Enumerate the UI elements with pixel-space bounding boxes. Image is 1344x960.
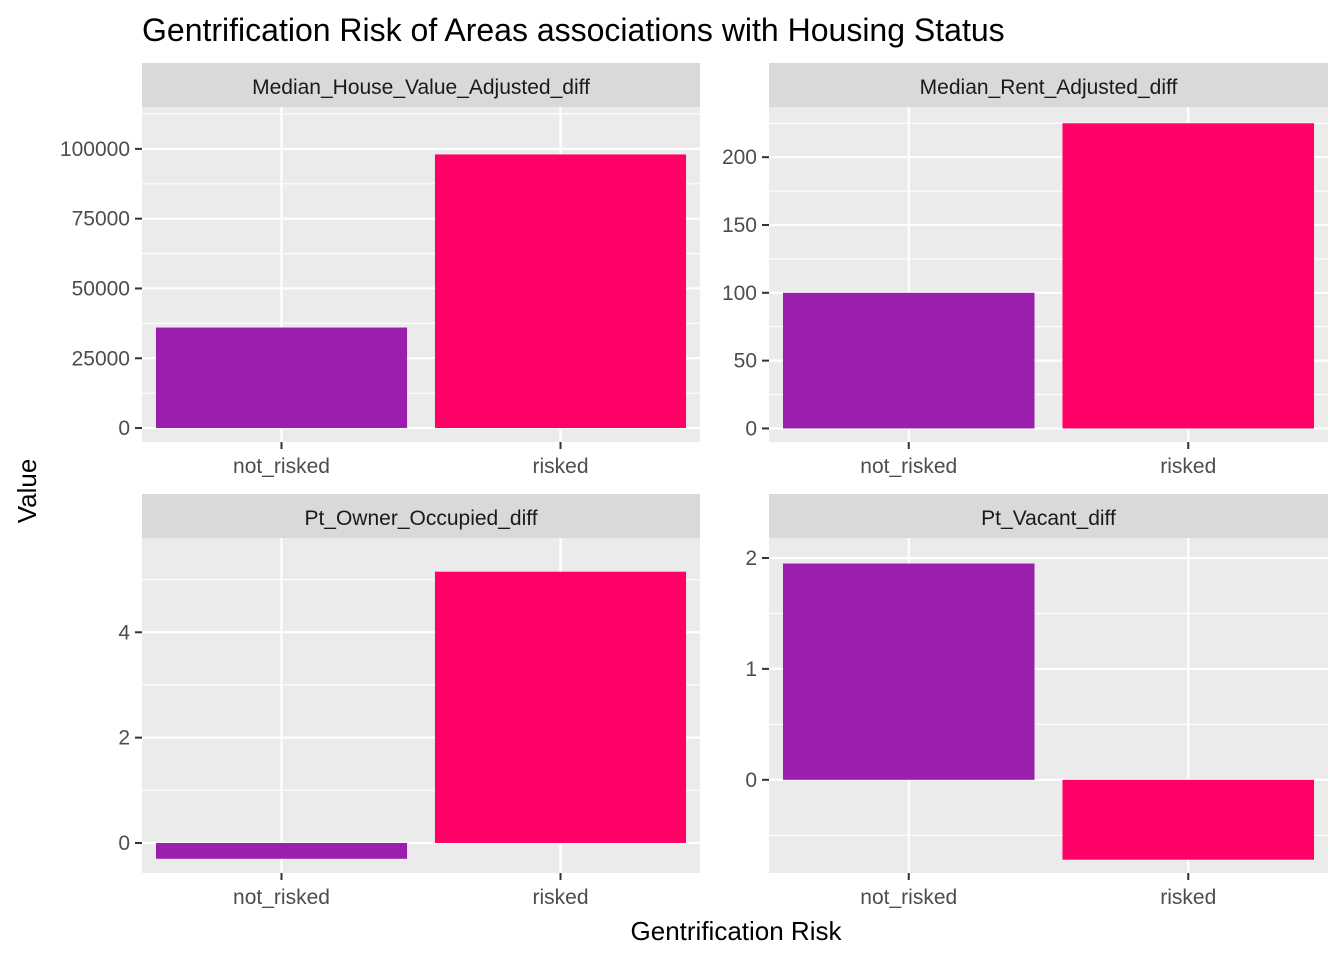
x-tick-label: not_risked xyxy=(860,886,957,909)
x-tick-label: not_risked xyxy=(233,455,330,478)
bar-risked xyxy=(1062,123,1315,429)
y-tick-label: 150 xyxy=(722,214,757,237)
facet-panel: Median_Rent_Adjusted_diff 0 50 100 150 200 not… xyxy=(722,63,1328,478)
x-tick-label: not_risked xyxy=(233,886,330,909)
y-tick-label: 0 xyxy=(118,832,130,855)
y-tick-label: 75000 xyxy=(72,208,130,231)
facet-strip xyxy=(769,494,1328,538)
bar-not_risked xyxy=(782,292,1035,429)
y-tick-label: 0 xyxy=(745,769,757,792)
y-tick-label: 25000 xyxy=(72,347,130,370)
x-tick-label: risked xyxy=(1160,455,1216,478)
facet-panel: Pt_Owner_Occupied_diff 0 2 4 not_risked riske… xyxy=(118,494,700,909)
facet-strip xyxy=(142,63,700,107)
y-tick-label: 100 xyxy=(722,282,757,305)
facet-strip-label: Pt_Owner_Occupied_diff xyxy=(304,507,537,530)
facet-panel: Pt_Vacant_diff 0 1 2 not_risked risked xyxy=(745,494,1328,909)
x-tick-label: risked xyxy=(1160,886,1216,909)
bar-not_risked xyxy=(782,563,1035,780)
y-tick-label: 1 xyxy=(745,658,757,681)
x-tick-label: risked xyxy=(532,886,588,909)
y-tick-label: 2 xyxy=(118,727,130,750)
bar-not_risked xyxy=(155,327,408,429)
y-tick-label: 2 xyxy=(745,547,757,570)
facet-panels: Median_House_Value_Adjusted_diff02500050… xyxy=(60,63,1328,909)
facet-strip xyxy=(769,63,1328,107)
bar-risked xyxy=(1062,779,1315,860)
bar-not_risked xyxy=(155,842,408,859)
x-tick-label: not_risked xyxy=(860,455,957,478)
x-tick-label: risked xyxy=(532,455,588,478)
y-tick-label: 100000 xyxy=(60,138,130,161)
y-tick-label: 50 xyxy=(734,350,757,373)
facet-strip-label: Median_Rent_Adjusted_diff xyxy=(920,76,1178,99)
x-axis-title: Gentrification Risk xyxy=(631,916,843,946)
bar-risked xyxy=(434,154,687,429)
y-tick-label: 4 xyxy=(118,621,130,644)
y-tick-label: 0 xyxy=(745,417,757,440)
facet-strip xyxy=(142,494,700,538)
y-tick-label: 0 xyxy=(118,417,130,440)
y-tick-label: 200 xyxy=(722,146,757,169)
facet-panel: Median_House_Value_Adjusted_diff 0 25000 50… xyxy=(60,63,700,478)
bar-risked xyxy=(434,571,687,843)
facet-strip-label: Pt_Vacant_diff xyxy=(981,507,1116,530)
facet-strip-label: Median_House_Value_Adjusted_diff xyxy=(252,76,590,99)
chart-title: Gentrification Risk of Areas association… xyxy=(142,12,1005,48)
y-axis-title: Value xyxy=(12,459,42,524)
y-tick-label: 50000 xyxy=(72,277,130,300)
